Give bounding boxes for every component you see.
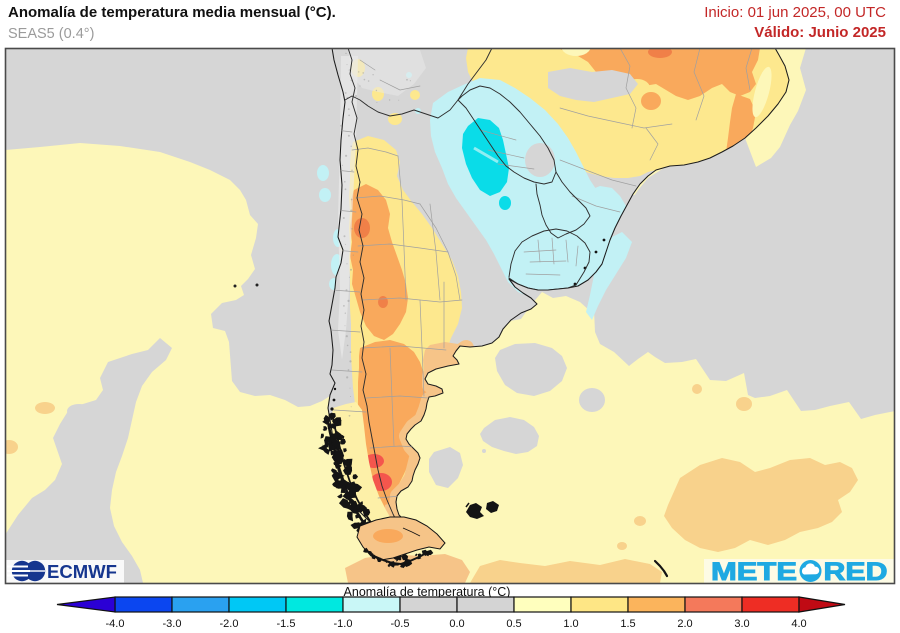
svg-text:-1.5: -1.5 — [277, 618, 296, 630]
svg-text:RED: RED — [824, 558, 888, 586]
svg-text:4.0: 4.0 — [791, 618, 806, 630]
svg-text:-4.0: -4.0 — [106, 618, 125, 630]
svg-text:1.0: 1.0 — [563, 618, 578, 630]
svg-text:ECMWF: ECMWF — [47, 561, 117, 582]
svg-text:-3.0: -3.0 — [163, 618, 182, 630]
svg-text:-2.0: -2.0 — [220, 618, 239, 630]
svg-text:0.5: 0.5 — [506, 618, 521, 630]
svg-text:1.5: 1.5 — [620, 618, 635, 630]
svg-text:3.0: 3.0 — [734, 618, 749, 630]
svg-text:-0.5: -0.5 — [391, 618, 410, 630]
svg-text:Anomalía de temperatura (°C): Anomalía de temperatura (°C) — [344, 585, 511, 599]
svg-text:METE: METE — [711, 558, 797, 586]
svg-text:2.0: 2.0 — [677, 618, 692, 630]
svg-text:0.0: 0.0 — [449, 618, 464, 630]
svg-text:-1.0: -1.0 — [334, 618, 353, 630]
